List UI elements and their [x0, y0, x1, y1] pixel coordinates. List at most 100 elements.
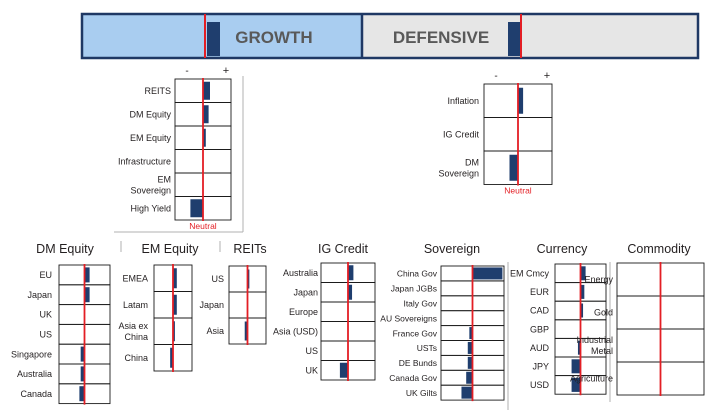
defensive-summary-neutral-label: Neutral — [504, 186, 532, 196]
dm-equity-label-singapore: Singapore — [11, 349, 52, 359]
sovereign-chart: Sovereign China Gov Japan JGBs Italy Gov AU … — [380, 242, 505, 402]
ig-credit-chart: IG Credit Australia Japan Europe Asia (USD) U… — [273, 242, 376, 381]
sovereign-label-uk-gilts: UK Gilts — [406, 388, 437, 398]
growth-summary-label-reits: REITS — [144, 86, 171, 96]
dm-equity-bar-singapore — [80, 346, 85, 362]
commodity-label-gold: Gold — [594, 308, 613, 318]
commodity-label-agriculture: Agriculture — [570, 374, 613, 384]
ig-credit-bar-japan — [348, 284, 353, 300]
growth-box — [82, 14, 362, 58]
em-equity-label-latam: Latam — [123, 300, 148, 310]
currency-label-em-cmcy: EM Cmcy — [510, 269, 549, 279]
currency-label-gbp: GBP — [530, 324, 549, 334]
growth-position-marker — [207, 22, 220, 56]
sovereign-label-italy-gov: Italy Gov — [403, 298, 437, 308]
dm-equity-label-australia: Australia — [17, 369, 52, 379]
commodity-label-industrial-metal: Industrial Metal — [576, 335, 613, 356]
defensive-summary-bar-inflation — [518, 87, 524, 114]
sovereign-bar-usts — [467, 341, 473, 354]
growth-summary-chart: - + REITS DM Equity EM Equity Infrastructure E… — [118, 65, 232, 231]
growth-summary-label-dm-equity: DM Equity — [129, 109, 171, 119]
defensive-summary-minus-sign: - — [494, 71, 497, 82]
banner-border — [80, 12, 700, 60]
growth-label: GROWTH — [235, 28, 312, 47]
ig-credit-label-australia: Australia — [283, 268, 318, 278]
em-equity-label-emea: EMEA — [122, 273, 148, 283]
reits-label-us: US — [211, 274, 224, 284]
defensive-position-marker — [508, 22, 521, 56]
dm-equity-label-uk: UK — [39, 310, 52, 320]
dm-equity-bar-canada — [79, 386, 85, 402]
growth-summary-plus-sign: + — [223, 65, 229, 77]
ig-credit-label-japan: Japan — [293, 287, 318, 297]
defensive-summary-label-ig-credit: IG Credit — [443, 129, 480, 139]
currency-label-jpy: JPY — [532, 362, 549, 372]
sovereign-label-china-gov: China Gov — [397, 269, 438, 279]
reits-chart: REITs US Japan Asia — [199, 242, 267, 345]
ig-credit-label-asia-usd: Asia (USD) — [273, 326, 318, 336]
growth-summary-bar-dm-equity — [203, 105, 209, 124]
growth-summary-bar-reits — [203, 81, 210, 100]
growth-summary-minus-sign: - — [185, 66, 188, 77]
growth-summary-label-em-sovereign: EM Sovereign — [130, 174, 171, 195]
growth-summary-neutral-label: Neutral — [189, 221, 217, 231]
sovereign-label-japan-jgbs: Japan JGBs — [391, 284, 437, 294]
growth-defensive-banner: GROWTH DEFENSIVE — [80, 12, 700, 60]
reits-bar-us — [247, 269, 250, 289]
em-equity-bar-latam — [173, 294, 177, 315]
currency-chart: Currency EM Cmcy EUR CAD GBP AUD JPY USD — [510, 242, 607, 396]
sovereign-bar-de-bunds — [467, 356, 473, 369]
reits-bar-asia — [244, 321, 248, 341]
currency-bar-em-cmcy — [580, 266, 586, 281]
growth-summary-bar-high-yield — [190, 199, 203, 218]
sovereign-label-france-gov: France Gov — [393, 328, 438, 338]
dm-equity-bar-eu — [84, 267, 90, 283]
ig-credit-bar-uk — [339, 362, 348, 378]
defensive-summary-plus-sign: + — [544, 70, 550, 82]
sovereign-title: Sovereign — [424, 242, 480, 256]
dm-equity-chart: DM Equity EU Japan UK US Singapore Australia Ca… — [11, 242, 111, 405]
em-equity-bar-asia-ex-china — [173, 321, 175, 342]
sovereign-label-au-sovereigns: AU Sovereigns — [380, 313, 437, 323]
commodity-title: Commodity — [627, 242, 691, 256]
dm-equity-bar-japan — [84, 287, 90, 303]
sovereign-bar-france-gov — [469, 327, 473, 340]
commodity-label-energy: Energy — [584, 275, 613, 285]
defensive-label: DEFENSIVE — [393, 28, 489, 47]
defensive-summary-chart: - + Inflation IG Credit DM Sovereign Neutral — [438, 70, 553, 196]
dm-equity-label-canada: Canada — [20, 389, 52, 399]
reits-label-japan: Japan — [199, 300, 224, 310]
em-equity-label-china: China — [124, 353, 148, 363]
growth-summary-bar-em-equity — [203, 128, 206, 147]
currency-bar-aud — [577, 340, 581, 355]
em-equity-bar-china — [170, 347, 173, 368]
sovereign-bar-china-gov — [472, 267, 503, 280]
dm-equity-label-japan: Japan — [27, 290, 52, 300]
dm-equity-bar-australia — [80, 366, 85, 382]
ig-credit-label-uk: UK — [305, 365, 318, 375]
currency-bar-cad — [580, 303, 584, 318]
ig-credit-label-us: US — [305, 346, 318, 356]
currency-bar-eur — [580, 284, 585, 299]
currency-bar-usd — [571, 377, 581, 392]
defensive-summary-bar-dm-sovereign — [509, 154, 518, 181]
defensive-summary-label-dm-sovereign: DM Sovereign — [438, 157, 479, 178]
defensive-summary-label-inflation: Inflation — [447, 96, 479, 106]
growth-summary-label-high-yield: High Yield — [130, 203, 171, 213]
reits-label-asia: Asia — [206, 326, 224, 336]
em-equity-chart: EM Equity EMEA Latam Asia ex China China — [118, 242, 199, 372]
sovereign-label-usts: USTs — [417, 343, 437, 353]
sovereign-bar-uk-gilts — [461, 386, 473, 399]
ig-credit-bar-australia — [348, 265, 354, 281]
defensive-box — [362, 14, 698, 58]
currency-label-eur: EUR — [530, 287, 550, 297]
em-equity-label-asia-ex-china: Asia ex China — [118, 321, 148, 342]
currency-label-cad: CAD — [530, 306, 550, 316]
growth-summary-label-infrastructure: Infrastructure — [118, 156, 171, 166]
em-equity-bar-emea — [173, 268, 177, 289]
currency-title: Currency — [537, 242, 588, 256]
ig-credit-label-europe: Europe — [289, 307, 318, 317]
sovereign-bar-canada-gov — [466, 371, 473, 384]
commodity-chart: Commodity Energy Gold Industrial Metal Agricu… — [570, 242, 705, 396]
